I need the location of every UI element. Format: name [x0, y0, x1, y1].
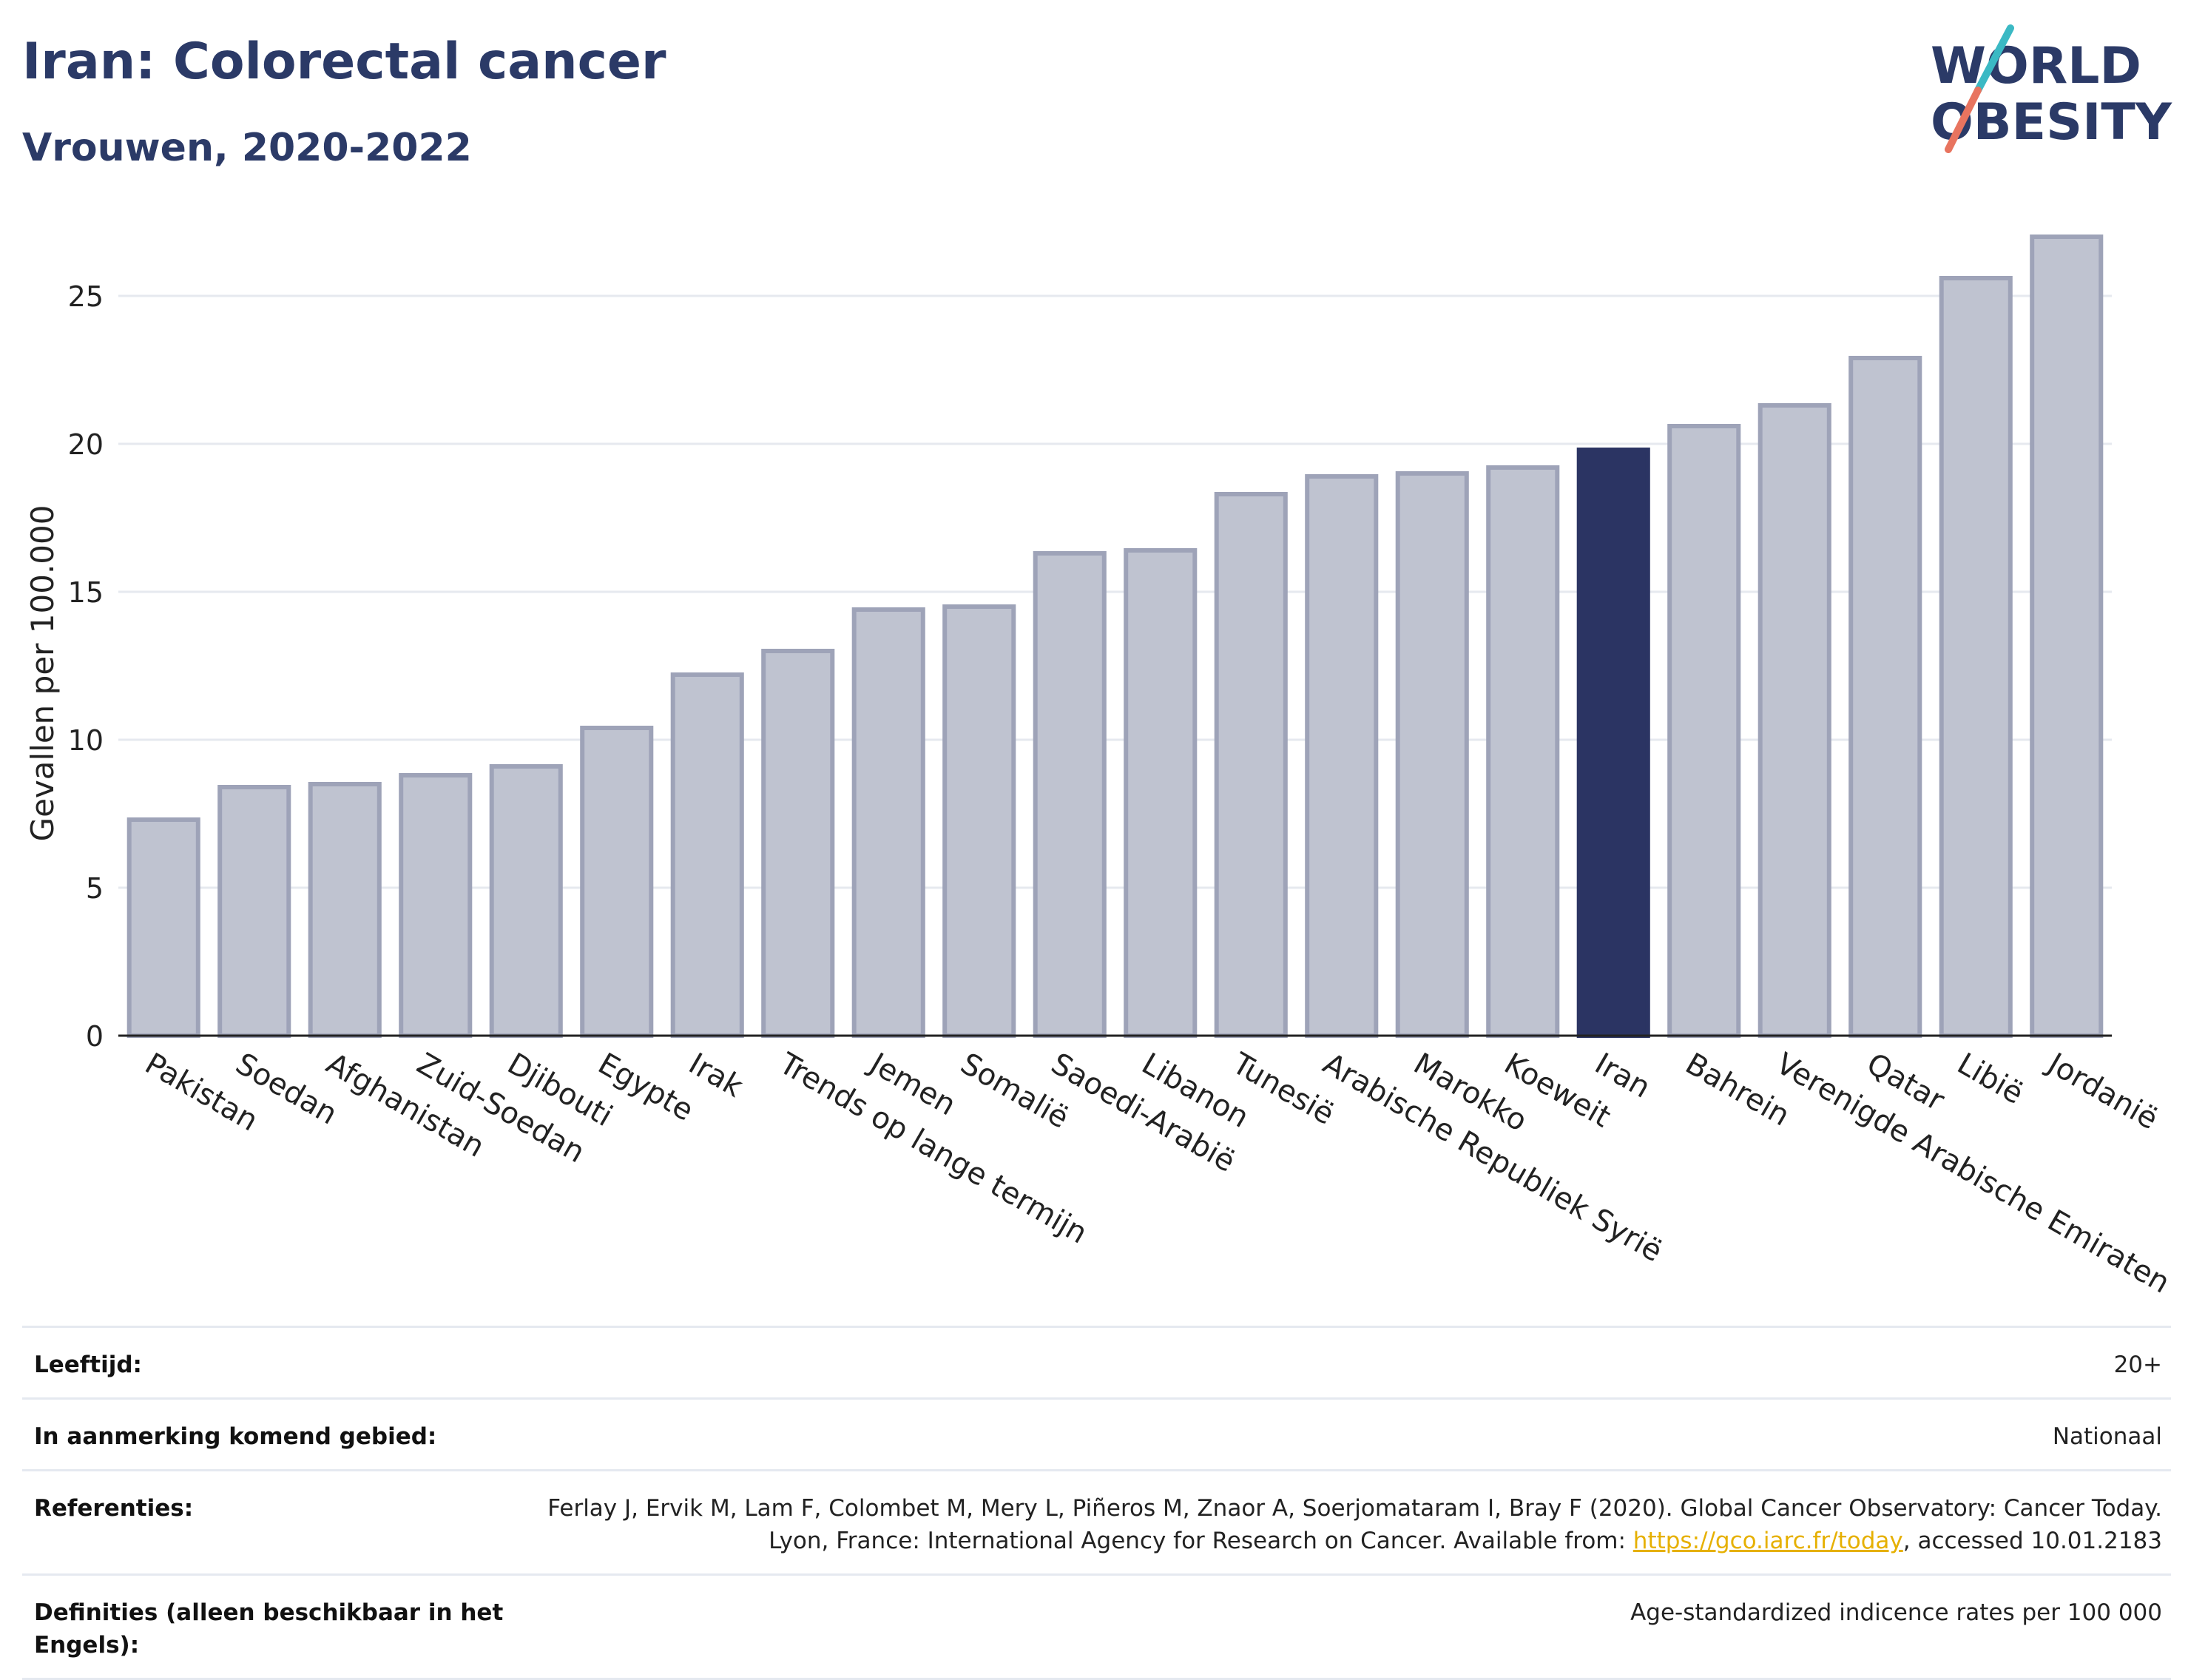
world-obesity-logo: WORLD OBESITY — [1931, 24, 2172, 153]
age-label: Leeftijd: — [34, 1352, 142, 1378]
x-tick-label: Jordanië — [2040, 1045, 2164, 1136]
area-label: In aanmerking komend gebied: — [34, 1423, 437, 1450]
bar — [851, 607, 925, 1038]
x-tick-label: Libië — [1951, 1047, 2029, 1111]
bar — [126, 817, 200, 1038]
y-axis-label: Gevallen per 100.000 — [24, 505, 61, 842]
logo-slash-bottom — [1945, 87, 1982, 153]
meta-row-references: Referenties: Ferlay J, Ervik M, Lam F, C… — [22, 1469, 2171, 1573]
bar — [1576, 448, 1650, 1038]
bar — [1033, 551, 1107, 1038]
references-value: Ferlay J, Ervik M, Lam F, Colombet M, Me… — [537, 1492, 2162, 1557]
bar — [1848, 356, 1922, 1038]
y-tick-label: 20 — [68, 428, 104, 461]
bar — [399, 773, 473, 1038]
page-title: Iran: Colorectal cancer — [22, 33, 666, 91]
page-subtitle: Vrouwen, 2020-2022 — [22, 126, 472, 170]
y-tick-label: 15 — [68, 576, 104, 609]
bar — [761, 649, 835, 1038]
age-value: 20+ — [2113, 1352, 2162, 1378]
bar — [1486, 465, 1560, 1038]
definitions-value: Age-standardized indicence rates per 100… — [1630, 1599, 2162, 1626]
area-value: Nationaal — [2052, 1423, 2162, 1450]
y-tick-label: 5 — [86, 872, 104, 905]
logo-line1: WORLD — [1931, 37, 2141, 95]
bar — [1214, 492, 1288, 1038]
meta-row-area: In aanmerking komend gebied: Nationaal — [22, 1397, 2171, 1469]
x-tick-label: Bahrein — [1680, 1047, 1795, 1133]
y-tick-label: 0 — [86, 1020, 104, 1053]
bar — [489, 764, 563, 1038]
references-link[interactable]: https://gco.iarc.fr/today — [1632, 1528, 1903, 1554]
bar — [2030, 235, 2104, 1038]
references-accessed: , accessed 10.01.2183 — [1902, 1528, 2162, 1554]
references-text: Ferlay J, Ervik M, Lam F, Colombet M, Me… — [547, 1495, 2162, 1554]
meta-row-definitions: Definities (alleen beschikbaar in het En… — [22, 1573, 2171, 1680]
bar — [1305, 474, 1379, 1038]
y-tick-label: 25 — [68, 280, 104, 313]
bar — [580, 726, 654, 1038]
definitions-label: Definities (alleen beschikbaar in het En… — [34, 1599, 504, 1659]
references-label: Referenties: — [34, 1495, 194, 1522]
logo-slash-top — [1974, 24, 2014, 94]
bar — [1667, 424, 1741, 1038]
bar — [217, 785, 291, 1038]
bar — [308, 782, 382, 1038]
bar — [1124, 548, 1198, 1038]
y-tick-label: 10 — [68, 724, 104, 757]
metadata-table: Leeftijd: 20+ In aanmerking komend gebie… — [22, 1326, 2171, 1680]
bar — [1939, 276, 2013, 1038]
bar — [1395, 471, 1469, 1038]
bar — [942, 604, 1016, 1038]
meta-row-age: Leeftijd: 20+ — [22, 1326, 2171, 1397]
bar — [1758, 403, 1831, 1038]
bar — [670, 672, 744, 1038]
